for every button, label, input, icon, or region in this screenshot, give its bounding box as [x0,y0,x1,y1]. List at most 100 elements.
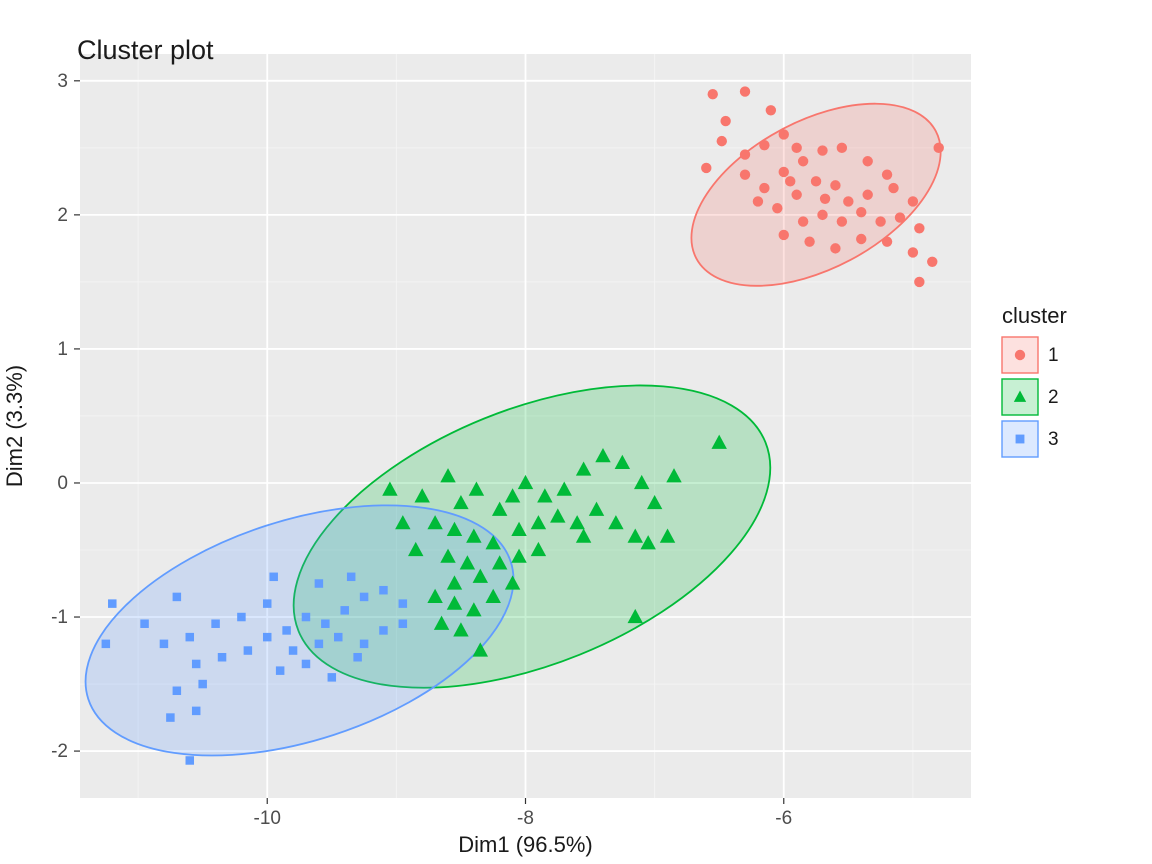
data-point [211,619,220,628]
legend-label: 3 [1048,429,1059,450]
data-point [720,116,730,126]
data-point [820,194,830,204]
data-point [708,89,718,99]
data-point [837,143,847,153]
data-point [399,599,408,608]
data-point [772,203,782,213]
data-point [882,236,892,246]
data-point [740,149,750,159]
data-point [186,633,195,642]
data-point [927,257,937,267]
data-point [766,105,776,115]
data-point [379,626,388,635]
data-point [791,190,801,200]
y-tick-label: 2 [57,205,68,226]
data-point [830,243,840,253]
legend-title: cluster [1002,303,1067,328]
data-point [811,176,821,186]
data-point [895,212,905,222]
data-point [779,167,789,177]
data-point [908,196,918,206]
data-point [817,210,827,220]
data-point [717,136,727,146]
data-point [353,653,362,662]
data-point [347,573,356,582]
data-point [856,234,866,244]
data-point [779,230,789,240]
data-point [804,236,814,246]
data-point [740,169,750,179]
legend: cluster 1 2 3 [1002,303,1067,457]
data-point [779,129,789,139]
data-point [140,619,149,628]
data-point [888,183,898,193]
data-point [759,183,769,193]
data-point [173,687,182,696]
data-point [269,573,278,582]
y-axis-label: Dim2 (3.3%) [2,365,27,487]
data-point [192,707,201,716]
data-point [360,640,369,649]
x-tick-label: -10 [254,808,281,829]
data-point [862,190,872,200]
data-point [817,145,827,155]
data-point [875,216,885,226]
data-point [340,606,349,615]
y-tick-label: -1 [51,607,68,628]
data-point [186,756,195,765]
data-point [843,196,853,206]
data-point [334,633,343,642]
data-point [244,646,253,655]
data-point [102,640,111,649]
data-point [914,223,924,233]
y-tick-label: 1 [57,339,68,360]
data-point [302,613,311,622]
legend-label: 2 [1048,387,1059,408]
data-point [166,713,175,722]
data-point [1016,435,1025,444]
data-point [908,247,918,257]
data-point [263,633,272,642]
y-tick-label: -2 [51,741,68,762]
data-point [740,86,750,96]
data-point [160,640,169,649]
data-point [379,586,388,595]
data-point [263,599,272,608]
chart-title: Cluster plot [77,35,214,66]
data-point [276,666,285,675]
data-point [882,169,892,179]
x-tick-label: -8 [517,808,534,829]
data-point [237,613,246,622]
data-point [798,216,808,226]
data-point [914,277,924,287]
data-point [192,660,201,669]
data-point [315,579,324,588]
data-point [753,196,763,206]
data-point [198,680,207,689]
data-point [798,156,808,166]
data-point [360,593,369,602]
data-point [282,626,291,635]
legend-label: 1 [1048,345,1059,366]
data-point [862,156,872,166]
data-point [173,593,182,602]
data-point [791,143,801,153]
data-point [934,143,944,153]
data-point [321,619,330,628]
data-point [315,640,324,649]
data-point [785,176,795,186]
data-point [1015,350,1025,360]
data-point [837,216,847,226]
data-point [218,653,227,662]
x-axis-label: Dim1 (96.5%) [458,832,592,857]
x-tick-label: -6 [775,808,792,829]
y-tick-label: 0 [57,473,68,494]
data-point [108,599,117,608]
data-point [328,673,337,682]
cluster-scatter-chart: -10-8-6-2-10123Dim1 (96.5%)Dim2 (3.3%)cl… [0,0,1152,864]
data-point [302,660,311,669]
data-point [856,207,866,217]
data-point [289,646,298,655]
data-point [759,140,769,150]
data-point [701,163,711,173]
